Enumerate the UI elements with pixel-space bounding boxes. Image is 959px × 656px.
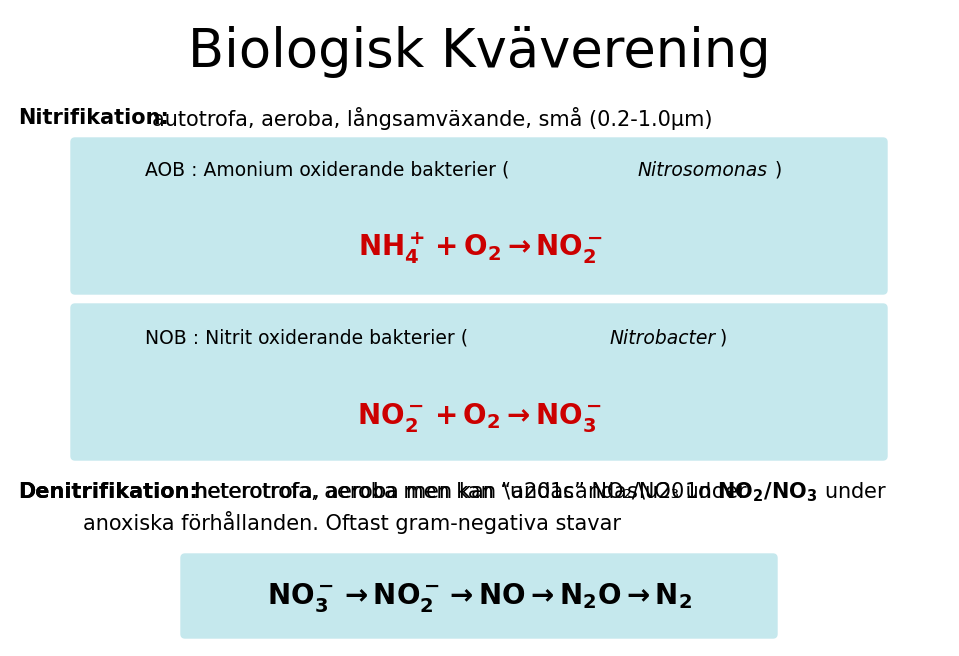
Text: $\mathbf{NH_4^+ + O_2 \rightarrow NO_2^-}$: $\mathbf{NH_4^+ + O_2 \rightarrow NO_2^-… xyxy=(358,230,602,266)
Text: ): ) xyxy=(720,329,727,348)
Text: Denitrifikation:: Denitrifikation: xyxy=(18,482,198,502)
Text: ): ) xyxy=(775,161,783,180)
Text: Denitrifikation:: Denitrifikation: xyxy=(18,482,198,502)
Text: $\mathbf{NO_3^- \rightarrow NO_2^- \rightarrow NO \rightarrow N_2O \rightarrow N: $\mathbf{NO_3^- \rightarrow NO_2^- \righ… xyxy=(268,581,692,615)
Text: Nitrobacter: Nitrobacter xyxy=(610,329,716,348)
Text: heterotrofa, aeroba men kan “andas” NO₂/NO₃ under: heterotrofa, aeroba men kan “andas” NO₂/… xyxy=(194,482,747,502)
FancyBboxPatch shape xyxy=(181,554,777,638)
Text: Nitrosomonas: Nitrosomonas xyxy=(638,161,768,180)
FancyBboxPatch shape xyxy=(71,138,887,294)
FancyBboxPatch shape xyxy=(71,304,887,460)
Text: autotrofa, aeroba, långsamväxande, små (0.2-1.0μm): autotrofa, aeroba, långsamväxande, små (… xyxy=(152,106,713,129)
Text: $\mathbf{NO_2^- + O_2 \rightarrow NO_3^-}$: $\mathbf{NO_2^- + O_2 \rightarrow NO_3^-… xyxy=(358,401,602,434)
Text: heterotrofa, aeroba men kan \u201candas\u201d $\mathbf{NO_2/NO_3}$ under: heterotrofa, aeroba men kan \u201candas\… xyxy=(194,480,887,504)
Text: Biologisk Kväverening: Biologisk Kväverening xyxy=(188,26,771,78)
Text: NOB : Nitrit oxiderande bakterier (: NOB : Nitrit oxiderande bakterier ( xyxy=(145,329,468,348)
Text: Nitrifikation:: Nitrifikation: xyxy=(18,108,169,128)
Text: AOB : Amonium oxiderande bakterier (: AOB : Amonium oxiderande bakterier ( xyxy=(145,161,509,180)
Text: anoxiska förhållanden. Oftast gram-negativa stavar: anoxiska förhållanden. Oftast gram-negat… xyxy=(83,510,621,533)
